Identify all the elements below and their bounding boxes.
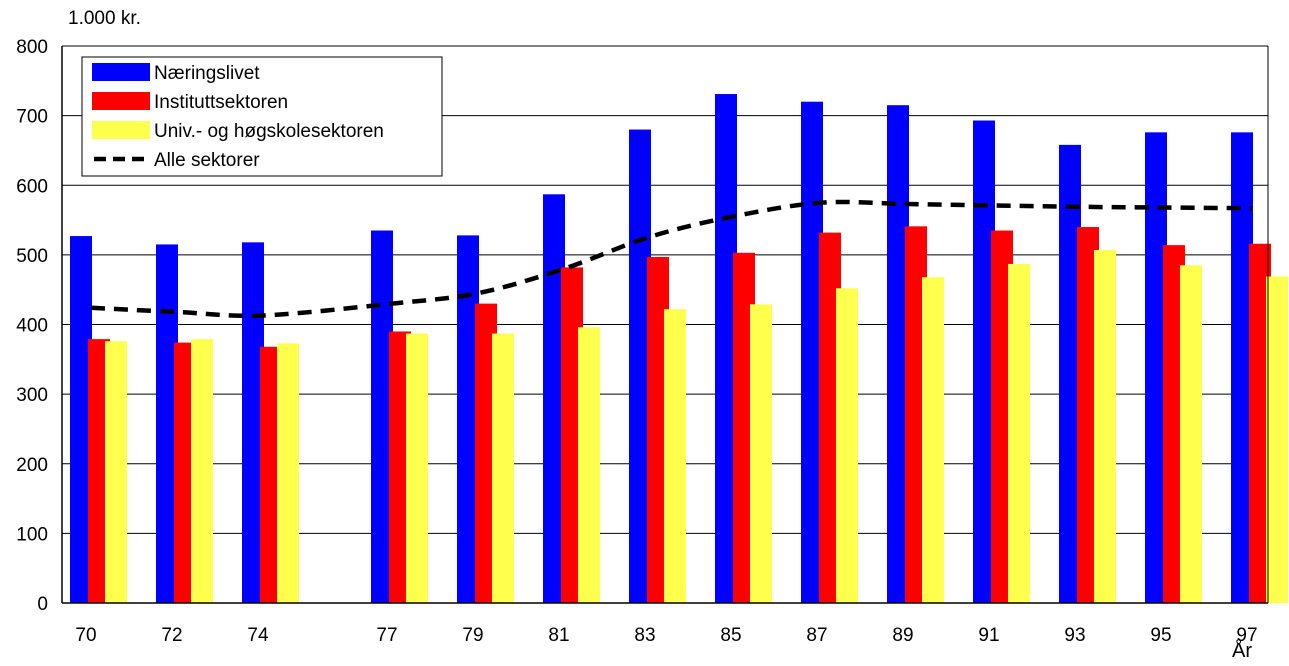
x-tick-labels: 70 72 74 77 79 81 83 85 87 89 91 93 95 97 [75,625,1257,646]
bar [1145,132,1167,603]
bar [406,333,428,603]
y-tick-label: 800 [16,37,48,58]
legend-label: Instituttsektoren [154,92,288,113]
bar [836,288,858,603]
x-tick-label: 91 [978,625,999,646]
bar [389,331,411,603]
bar [922,277,944,603]
bar [715,94,737,603]
legend-swatch [92,121,150,139]
y-unit-label: 1.000 kr. [68,8,141,29]
bar [543,194,565,603]
x-tick-label: 93 [1064,625,1085,646]
bar [88,339,110,603]
bars [70,94,1288,604]
bar [191,339,213,603]
bar [1094,250,1116,603]
legend-label: Univ.- og høgskolesektoren [154,121,384,142]
x-tick-label: 97 [1236,625,1257,646]
bar [492,333,514,603]
legend-label: Alle sektorer [154,150,260,171]
bar [277,343,299,603]
x-tick-label: 95 [1150,625,1171,646]
total-line [90,199,1253,318]
bar [629,129,651,604]
x-tick-label: 81 [548,625,569,646]
y-tick-label: 300 [16,385,48,406]
bar [801,101,823,603]
x-axis-title: År [1232,640,1252,662]
bar [457,235,479,603]
axes [61,45,1269,604]
bar [1163,245,1185,603]
bar [1059,144,1081,603]
y-tick-label: 500 [16,246,48,267]
bar [733,252,755,603]
bar [647,256,669,603]
bar [260,346,282,603]
legend-swatch [92,92,150,110]
y-tick-label: 700 [16,107,48,128]
bar [887,105,909,604]
series-line [90,199,1253,318]
y-tick-label: 600 [16,176,48,197]
x-tick-label: 72 [161,625,182,646]
x-tick-label: 79 [462,625,483,646]
y-tick-label: 400 [16,316,48,337]
y-tick-label: 0 [37,594,48,615]
legend-label: Næringslivet [154,63,260,84]
x-tick-label: 74 [247,625,269,646]
bar [1266,276,1288,603]
bar [174,342,196,603]
bar [1180,265,1202,603]
bar [1008,263,1030,603]
x-tick-label: 87 [806,625,827,646]
bar [1077,227,1099,603]
y-tick-label: 100 [16,524,48,545]
bar [819,232,841,603]
x-tick-label: 85 [720,625,741,646]
x-tick-label: 89 [892,625,913,646]
bar [664,309,686,603]
bar [578,327,600,603]
bar [1249,243,1271,604]
x-tick-label: 77 [376,625,397,646]
bar [991,230,1013,603]
bar [70,236,92,604]
x-tick-label: 70 [75,625,96,646]
y-tick-labels: 0 100 200 300 400 500 600 700 800 [16,37,48,615]
bar [371,230,393,603]
bar [1231,132,1253,603]
bar [105,341,127,603]
bar [475,303,497,603]
bar [750,304,772,603]
y-tick-label: 200 [16,455,48,476]
bar [242,242,264,603]
legend: Næringslivet Instituttsektoren Univ.- og h… [81,56,443,177]
bar [156,244,178,603]
bar [973,120,995,603]
x-tick-label: 83 [634,625,655,646]
bar [905,226,927,604]
legend-swatch [92,63,150,81]
bar [561,267,583,603]
